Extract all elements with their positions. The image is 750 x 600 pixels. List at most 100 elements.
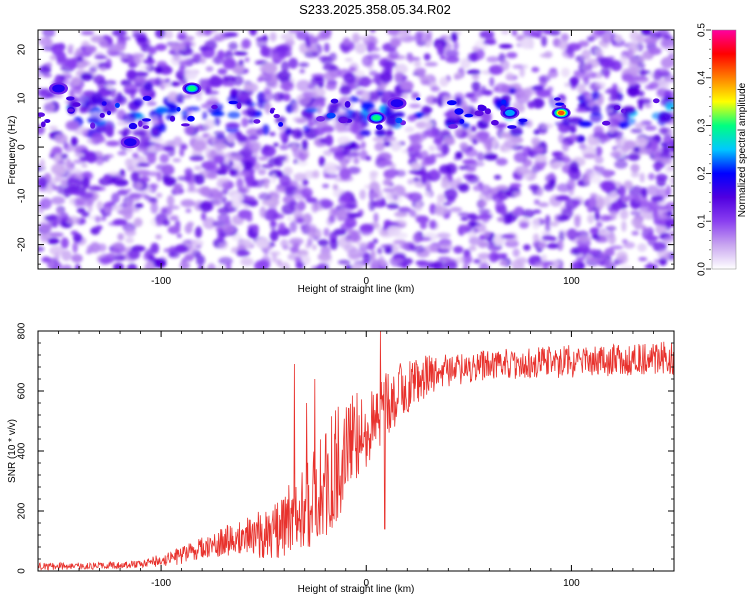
heat-cell [166, 101, 177, 110]
heat-cell [199, 57, 207, 64]
heat-cell [603, 59, 616, 69]
heat-cell [280, 60, 290, 73]
heat-cell [195, 96, 203, 101]
heat-cell [500, 234, 516, 239]
heat-cell [280, 261, 291, 269]
heat-cell [550, 161, 564, 168]
heat-cell [238, 59, 244, 66]
heat-cell [644, 103, 652, 109]
heat-cell [640, 30, 652, 36]
heat-cell [386, 202, 400, 210]
heat-cell [543, 184, 555, 192]
snr-x-tick-label: 100 [563, 578, 580, 589]
heat-cell [115, 54, 130, 59]
heat-cell [413, 60, 422, 67]
snr-y-tick-label: 800 [17, 322, 28, 339]
heat-cell [443, 137, 456, 146]
heat-cell [429, 219, 437, 230]
heat-cell [323, 42, 330, 53]
heat-peak [67, 108, 74, 113]
heat-cell [95, 225, 103, 230]
heat-cell [557, 39, 569, 50]
heat-cell [143, 81, 153, 92]
heat-cell [347, 248, 362, 261]
heat-peak [344, 101, 351, 108]
heat-cell [436, 232, 451, 239]
heat-cell [233, 51, 248, 56]
heat-cell [666, 44, 674, 54]
heat-cell [111, 30, 127, 37]
heat-cell [305, 197, 318, 204]
heat-cell [271, 253, 278, 263]
heat-cell [236, 134, 248, 143]
heat-cell [382, 92, 392, 102]
heat-cell [146, 101, 157, 106]
heat-cell [264, 102, 272, 115]
heat-cell [325, 83, 337, 91]
heat-cell [170, 214, 179, 221]
heat-cell [473, 259, 481, 264]
heat-cell [380, 197, 386, 207]
heat-cell [437, 100, 444, 107]
heat-cell [59, 212, 70, 223]
heat-cell [71, 254, 83, 263]
heat-cell [105, 140, 120, 147]
heat-cell [594, 211, 600, 221]
heat-cell [445, 260, 458, 269]
heat-cell [509, 183, 522, 188]
heat-cell [325, 134, 334, 147]
heat-cell [49, 245, 64, 256]
heat-cell [386, 30, 402, 36]
colorbar-tick-label: 0.2 [697, 166, 708, 180]
heat-cell [161, 208, 168, 213]
snr-y-tick-label: 0 [17, 568, 28, 574]
heat-cell [595, 81, 606, 88]
heat-cell [176, 233, 182, 238]
heat-cell [476, 161, 485, 167]
heat-cell [528, 184, 540, 191]
heat-cell [184, 254, 195, 262]
heat-cell [295, 118, 307, 124]
heat-peak [169, 115, 176, 122]
heat-cell [665, 102, 674, 112]
heat-cell [269, 32, 277, 42]
heat-cell [200, 82, 206, 90]
heat-cell [631, 217, 643, 227]
heat-cell [656, 208, 668, 220]
heat-cell [256, 127, 264, 136]
spectrogram-x-tick-label: -100 [151, 276, 171, 287]
heat-cell [441, 143, 450, 156]
heat-cell [371, 192, 379, 199]
heat-cell [445, 56, 460, 64]
heat-cell [528, 149, 534, 157]
heat-cell [70, 136, 78, 147]
heat-cell [173, 184, 181, 194]
heat-peak [507, 125, 517, 129]
heat-cell [408, 209, 417, 217]
heat-cell [246, 106, 256, 118]
heat-cell [228, 41, 239, 51]
heat-peak [474, 110, 484, 117]
heat-cell [164, 30, 174, 40]
heat-cell [226, 134, 235, 144]
heat-cell [587, 214, 595, 224]
colorbar-tick-label: 0.5 [697, 23, 708, 37]
heat-cell [203, 30, 212, 36]
heat-cell [85, 45, 97, 54]
heat-cell [598, 134, 607, 144]
heat-cell [377, 247, 383, 255]
heat-cell [586, 36, 595, 42]
heat-cell [218, 241, 229, 250]
heat-cell [628, 185, 644, 197]
heat-cell [149, 137, 164, 143]
heat-cell [204, 119, 215, 130]
heat-cell [578, 143, 587, 150]
heat-cell [601, 180, 616, 193]
heat-peak [52, 84, 65, 93]
heat-cell [358, 223, 374, 236]
heat-cell [434, 206, 449, 216]
heat-cell [184, 167, 193, 176]
heat-cell [430, 168, 438, 180]
heat-cell [361, 101, 375, 112]
heat-cell [94, 215, 101, 223]
